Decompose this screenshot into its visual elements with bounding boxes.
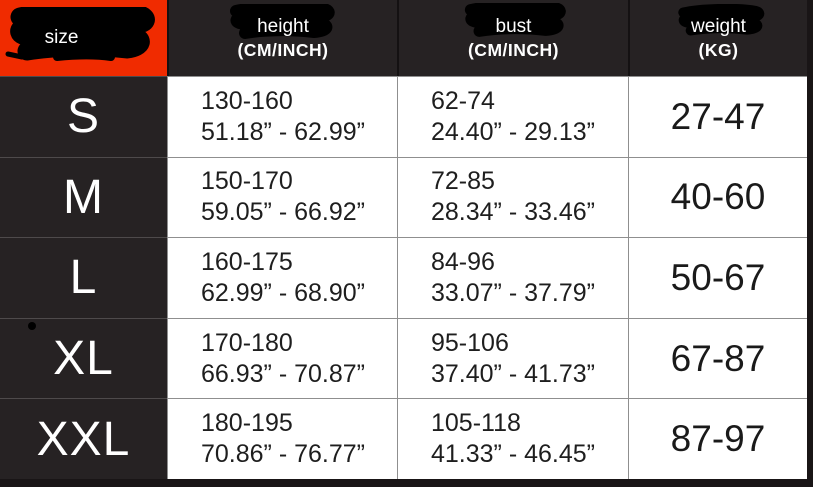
height-inch: 66.93” - 70.87” — [201, 359, 365, 388]
redaction-scribble-icon — [5, 7, 155, 61]
size-cell: S — [0, 76, 167, 157]
weight-cell: 50-67 — [628, 237, 807, 318]
size-cell: XXL — [0, 398, 167, 479]
bust-inch: 33.07” - 37.79” — [431, 278, 595, 307]
height-cell: 130-160 51.18” - 62.99” — [167, 76, 397, 157]
weight-value: 27-47 — [670, 95, 766, 137]
column-sublabel-weight: (KG) — [698, 39, 739, 60]
column-label-size: size — [44, 27, 79, 48]
bust-inch: 37.40” - 41.73” — [431, 359, 595, 388]
bust-cell: 72-85 28.34” - 33.46” — [397, 156, 628, 238]
header-cell-bust: bust (CM/INCH) — [397, 0, 628, 76]
weight-value: 67-87 — [670, 337, 766, 379]
bust-inch: 24.40” - 29.13” — [431, 117, 595, 146]
height-cm: 160-175 — [201, 247, 293, 276]
bust-cm: 72-85 — [431, 167, 495, 196]
size-value: M — [63, 170, 104, 224]
bust-cm: 84-96 — [431, 247, 495, 276]
weight-value: 87-97 — [670, 418, 766, 460]
height-cell: 160-175 62.99” - 68.90” — [167, 237, 397, 318]
height-inch: 51.18” - 62.99” — [201, 117, 365, 146]
height-cm: 180-195 — [201, 409, 293, 438]
height-cm: 130-160 — [201, 86, 293, 115]
column-sublabel-bust: (CM/INCH) — [467, 39, 559, 60]
size-cell: L — [0, 237, 167, 318]
height-cell: 170-180 66.93” - 70.87” — [167, 317, 397, 399]
height-inch: 62.99” - 68.90” — [201, 278, 365, 307]
bust-cm: 95-106 — [431, 328, 509, 357]
bust-cell: 84-96 33.07” - 37.79” — [397, 237, 628, 318]
bust-inch: 28.34” - 33.46” — [431, 198, 595, 227]
height-cm: 150-170 — [201, 167, 293, 196]
weight-cell: 27-47 — [628, 76, 807, 157]
column-sublabel-height: (CM/INCH) — [237, 39, 329, 60]
weight-cell: 87-97 — [628, 398, 807, 479]
size-cell: XL — [0, 317, 167, 399]
bust-cm: 62-74 — [431, 86, 495, 115]
bust-inch: 41.33” - 46.45” — [431, 440, 595, 469]
header-cell-size: size — [0, 0, 167, 76]
size-value: S — [66, 90, 100, 144]
size-value: XXL — [36, 412, 131, 466]
bust-cell: 95-106 37.40” - 41.73” — [397, 317, 628, 399]
column-label-height: height — [257, 15, 309, 37]
header-cell-weight: weight (KG) — [628, 0, 807, 76]
height-inch: 70.86” - 76.77” — [201, 440, 365, 469]
bust-cell: 62-74 24.40” - 29.13” — [397, 76, 628, 157]
weight-cell: 67-87 — [628, 317, 807, 399]
weight-value: 40-60 — [670, 176, 766, 218]
height-cell: 180-195 70.86” - 76.77” — [167, 398, 397, 479]
column-label-bust: bust — [495, 15, 532, 37]
stray-dot-icon — [28, 322, 36, 330]
header-cell-height: height (CM/INCH) — [167, 0, 397, 76]
size-value: XL — [53, 332, 114, 386]
height-cm: 170-180 — [201, 328, 293, 357]
height-cell: 150-170 59.05” - 66.92” — [167, 156, 397, 238]
bust-cell: 105-118 41.33” - 46.45” — [397, 398, 628, 479]
weight-value: 50-67 — [670, 256, 766, 298]
column-label-weight: weight — [691, 15, 746, 37]
weight-cell: 40-60 — [628, 156, 807, 238]
height-inch: 59.05” - 66.92” — [201, 198, 365, 227]
size-cell: M — [0, 156, 167, 238]
bust-cm: 105-118 — [431, 409, 521, 438]
size-value: L — [69, 251, 98, 305]
